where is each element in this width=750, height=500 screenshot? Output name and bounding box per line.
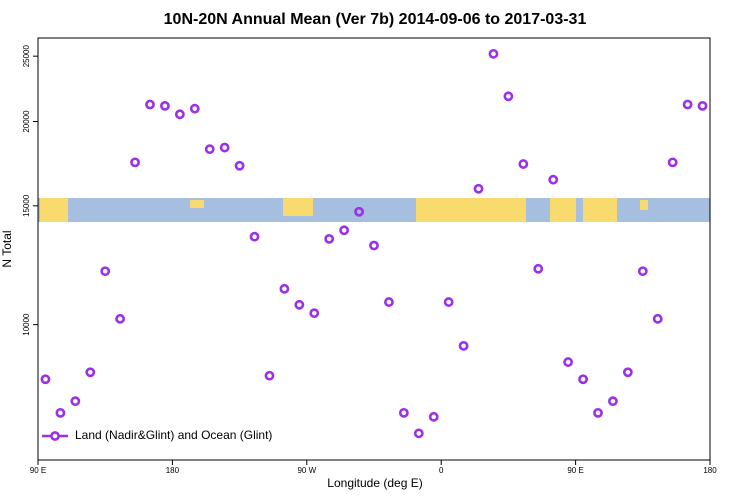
point (339, 225, 350, 236)
point (369, 240, 379, 251)
y-tick-label: 25000 (22, 45, 31, 68)
point (548, 174, 559, 185)
point (578, 374, 588, 385)
point (593, 407, 603, 418)
point (55, 407, 66, 418)
point (264, 370, 275, 381)
point (697, 100, 708, 111)
point (85, 367, 96, 378)
point (100, 266, 111, 277)
point (384, 297, 394, 307)
point (204, 144, 215, 155)
point (309, 308, 320, 319)
chart-title: 10N-20N Annual Mean (Ver 7b) 2014-09-06 … (164, 11, 587, 28)
point (503, 91, 514, 102)
point (682, 99, 693, 110)
x-tick-label: 180 (703, 466, 717, 475)
point (398, 407, 409, 418)
point (40, 374, 51, 385)
y-tick-label: 15000 (22, 194, 31, 217)
point (652, 313, 663, 324)
point (637, 266, 648, 277)
point (294, 299, 305, 310)
point (667, 157, 678, 168)
point (70, 396, 81, 407)
point (608, 396, 618, 407)
x-tick-label: 180 (166, 466, 180, 475)
point (443, 297, 454, 307)
point (249, 231, 260, 242)
plot-frame (37, 37, 711, 461)
y-axis-label: N Total (0, 230, 14, 267)
point (160, 100, 170, 111)
point (533, 263, 544, 274)
y-tick-label: 20000 (22, 110, 31, 133)
point (413, 428, 424, 439)
map-strip (38, 198, 710, 222)
point (279, 283, 290, 294)
point (189, 103, 200, 114)
point (145, 99, 155, 110)
point (488, 48, 499, 59)
x-tick-label: 90 E (30, 466, 46, 475)
point (622, 367, 633, 378)
point (473, 183, 484, 194)
point (219, 142, 230, 153)
x-tick-label: 90 W (297, 466, 316, 475)
point (174, 109, 185, 120)
point (458, 340, 469, 351)
point (518, 159, 529, 169)
legend-label: Land (Nadir&Glint) and Ocean (Glint) (75, 428, 272, 442)
point (324, 233, 335, 244)
x-axis-label: Longitude (deg E) (327, 476, 422, 490)
point (354, 206, 364, 217)
point (130, 157, 140, 168)
point (115, 313, 126, 324)
y-tick-label: 10000 (22, 313, 31, 336)
legend-marker (50, 431, 60, 441)
x-tick-label: 0 (439, 466, 444, 475)
point (428, 411, 439, 422)
point (563, 357, 574, 367)
point (234, 160, 245, 171)
x-tick-label: 90 E (567, 466, 583, 475)
